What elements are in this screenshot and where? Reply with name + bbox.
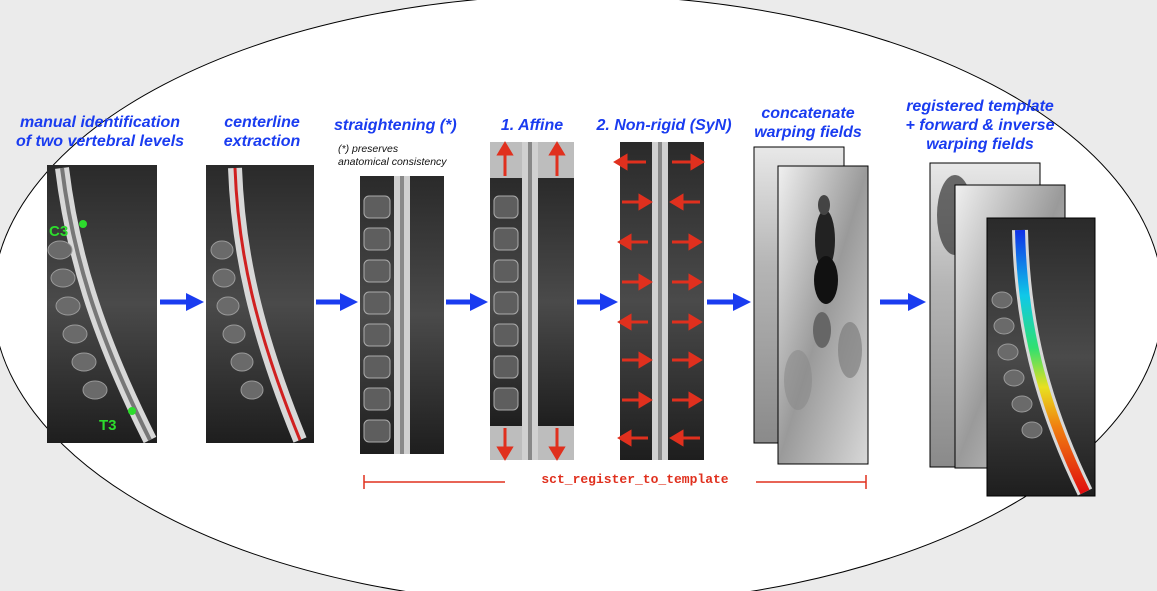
panel-affine-image xyxy=(490,141,574,461)
panel-centerline-image xyxy=(206,165,314,443)
label-manual: manual identification of two vertebral l… xyxy=(5,113,195,151)
panel-registered-image xyxy=(929,162,1096,497)
label-registered-line3: warping fields xyxy=(926,136,1034,153)
label-straightening: straightening (*) xyxy=(334,117,457,134)
label-concat-line1: concatenate xyxy=(761,105,855,122)
panel-manual-image xyxy=(47,165,157,444)
label-concat-line2: warping fields xyxy=(754,124,862,141)
label-registered-line1: registered template xyxy=(906,98,1054,115)
straightening-note: (*) preserves anatomical consistency xyxy=(338,143,447,169)
label-affine: 1. Affine xyxy=(500,117,564,134)
command-label: sct_register_to_template xyxy=(541,472,729,487)
label-manual-line1: manual identification xyxy=(19,114,180,131)
label-manual-line2: of two vertebral levels xyxy=(15,133,185,150)
arrow-3 xyxy=(446,293,488,311)
c3-marker xyxy=(79,220,87,228)
arrow-6 xyxy=(880,293,926,311)
command-bracket xyxy=(363,475,867,489)
label-centerline-line2: extraction xyxy=(223,133,301,150)
arrow-1 xyxy=(160,293,204,311)
label-centerline: centerline extraction xyxy=(200,113,324,151)
label-nonrigid: 2. Non-rigid (SyN) xyxy=(596,117,732,134)
note-line2: anatomical consistency xyxy=(338,156,447,168)
panel-straightening-image xyxy=(360,176,444,454)
arrow-2 xyxy=(316,293,358,311)
note-line1: (*) preserves xyxy=(338,143,399,155)
t3-marker xyxy=(128,407,136,415)
panel-nonrigid-image xyxy=(613,142,705,460)
level-c3-label: C3 xyxy=(49,223,68,240)
panel-concat-image xyxy=(753,146,869,465)
arrow-5 xyxy=(707,293,751,311)
level-t3-label: T3 xyxy=(99,417,117,434)
label-concat: concatenate warping fields xyxy=(738,104,878,142)
label-registered-line2: + forward & inverse xyxy=(905,117,1055,134)
flow-arrows xyxy=(160,293,926,311)
arrow-4 xyxy=(577,293,618,311)
label-centerline-line1: centerline xyxy=(224,114,300,131)
label-registered: registered template + forward & inverse … xyxy=(890,97,1070,154)
